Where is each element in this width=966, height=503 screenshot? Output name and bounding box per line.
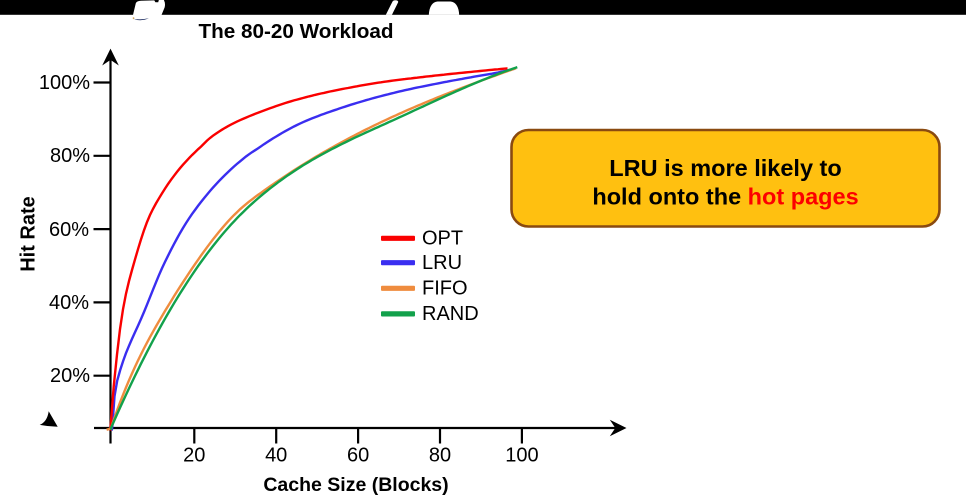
svg-text:40: 40 [265, 445, 287, 467]
svg-text:The 80-20 Workload: The 80-20 Workload [198, 20, 393, 43]
svg-text:Cache Size (Blocks): Cache Size (Blocks) [263, 474, 448, 496]
svg-text:OPT: OPT [422, 228, 463, 250]
svg-text:60: 60 [347, 445, 369, 467]
svg-text:80: 80 [429, 445, 451, 467]
svg-text:LRU is more likely to: LRU is more likely to [609, 155, 841, 181]
svg-text:80%: 80% [50, 145, 90, 167]
svg-text:FIFO: FIFO [422, 278, 468, 300]
svg-text:20: 20 [183, 445, 205, 467]
svg-text:100: 100 [505, 445, 538, 467]
svg-text:LRU: LRU [422, 252, 462, 274]
svg-text:hold onto the hot pages: hold onto the hot pages [592, 184, 858, 210]
svg-text:Hit Rate: Hit Rate [18, 196, 40, 272]
svg-text:100%: 100% [39, 72, 90, 94]
svg-text:40%: 40% [49, 292, 89, 314]
svg-text:RAND: RAND [422, 303, 479, 325]
svg-text:20%: 20% [50, 365, 90, 387]
svg-text:60%: 60% [49, 219, 89, 241]
